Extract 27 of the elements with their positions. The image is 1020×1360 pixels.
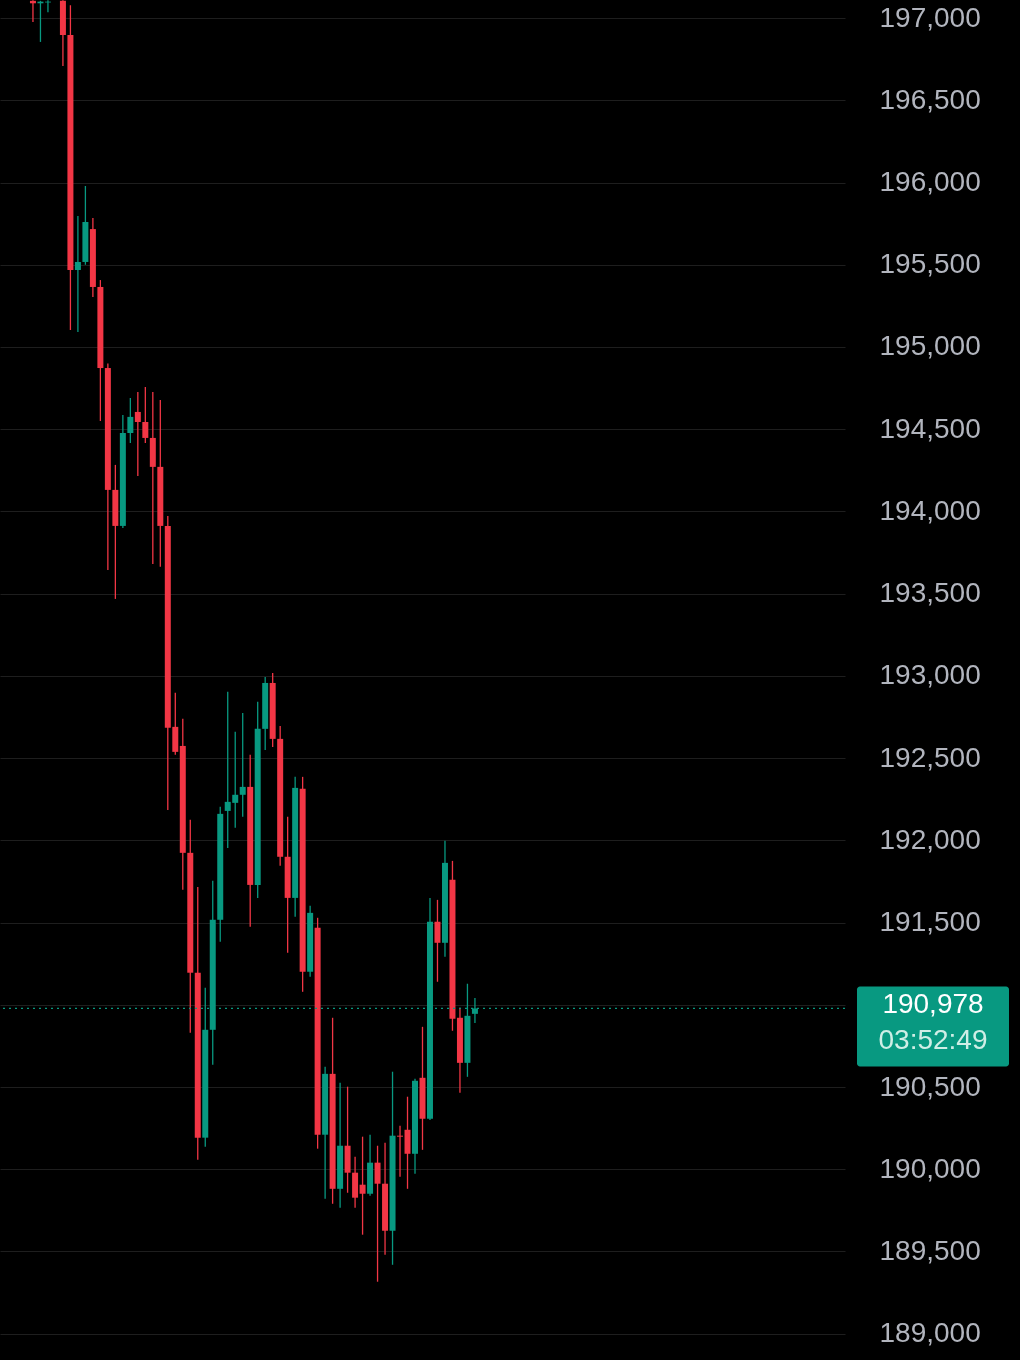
candlestick <box>74 215 81 333</box>
candlestick <box>127 397 134 444</box>
y-tick-label: 195,500 <box>879 248 981 280</box>
ref-line-label: 190,978 <box>882 988 984 1020</box>
text: 03:52:49 <box>878 1024 988 1056</box>
y-tick-label: 189,000 <box>879 1317 981 1349</box>
y-tick-label: 197,000 <box>879 1 981 33</box>
y-tick-label: 194,500 <box>879 412 981 444</box>
candlestick <box>134 391 141 477</box>
candlestick <box>142 386 149 444</box>
y-tick-label: 191,500 <box>879 906 981 938</box>
y-tick-label: 196,500 <box>879 83 981 115</box>
y-tick-label: 195,000 <box>879 330 981 362</box>
y-tick-label: 192,500 <box>879 741 981 773</box>
y-tick-label: 196,000 <box>879 166 981 198</box>
candlestick <box>359 1136 366 1236</box>
candlestick <box>239 712 246 818</box>
candlestick <box>374 1145 381 1283</box>
y-tick-label: 189,500 <box>879 1234 981 1266</box>
y-tick-label: 193,000 <box>879 659 981 691</box>
y-tick-label: 190,500 <box>879 1070 981 1102</box>
candlestick <box>434 899 441 983</box>
candlestick <box>397 1125 404 1178</box>
y-tick-label: 190,000 <box>879 1152 981 1184</box>
y-tick-label: 193,500 <box>879 577 981 609</box>
y-tick-label: 192,000 <box>879 823 981 855</box>
y-tick-label: 194,000 <box>879 494 981 526</box>
